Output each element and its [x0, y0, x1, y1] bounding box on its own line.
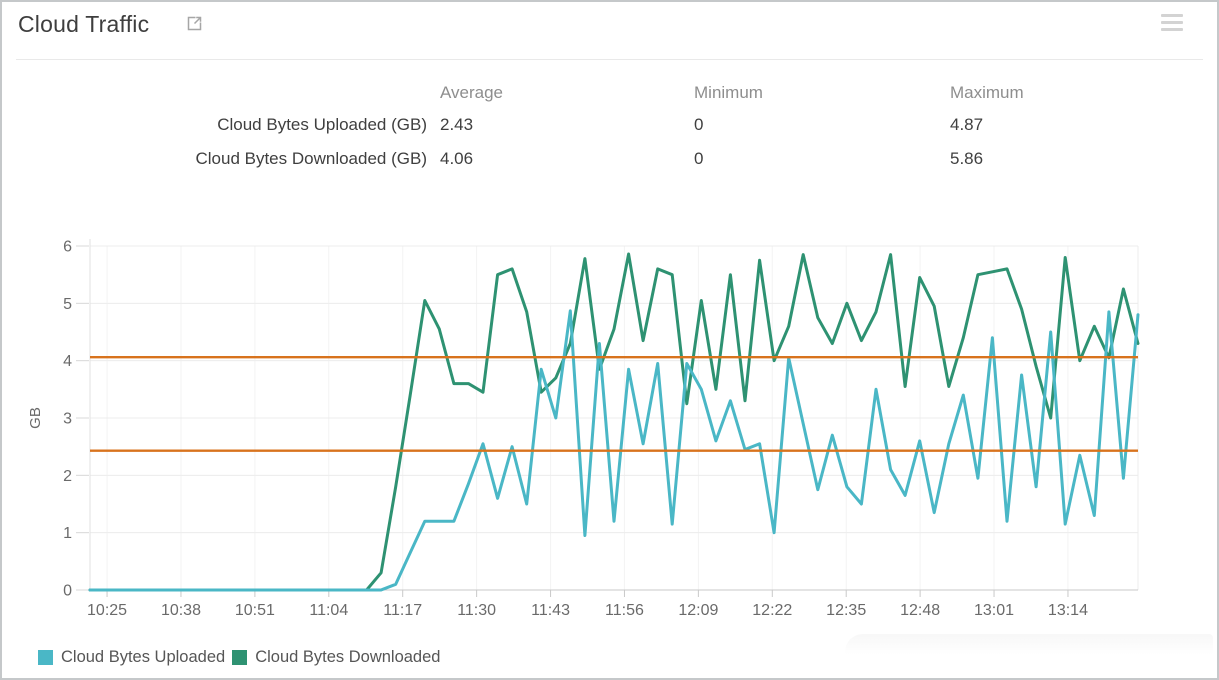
y-tick-label: 3 [63, 411, 72, 428]
x-tick-label: 13:14 [1048, 602, 1088, 619]
external-link-icon[interactable] [186, 15, 203, 32]
x-tick-label: 10:51 [235, 602, 275, 619]
downloaded-maximum-value: 5.86 [950, 149, 984, 168]
chart-legend: Cloud Bytes Uploaded Cloud Bytes Downloa… [38, 648, 440, 667]
y-tick-label: 1 [63, 525, 72, 542]
x-tick-label: 11:43 [531, 602, 570, 619]
x-tick-label: 11:56 [605, 602, 644, 619]
y-tick-label: 0 [63, 583, 72, 600]
panel-title: Cloud Traffic [18, 11, 150, 37]
uploaded-swatch [38, 650, 53, 665]
downloaded-row-label: Cloud Bytes Downloaded (GB) [195, 149, 427, 168]
y-tick-label: 2 [63, 468, 72, 485]
y-tick-label: 4 [63, 353, 72, 370]
hamburger-icon [1161, 14, 1183, 31]
uploaded-minimum-value: 0 [694, 115, 704, 134]
stats-col-maximum: Maximum [950, 83, 1024, 102]
downloaded-legend-label: Cloud Bytes Downloaded [255, 648, 441, 666]
bottom-right-overlay [845, 634, 1213, 678]
uploaded-row-label: Cloud Bytes Uploaded (GB) [217, 115, 427, 134]
y-axis-title: GB [27, 407, 44, 429]
panel-menu-button[interactable] [1161, 14, 1183, 32]
x-tick-label: 12:48 [900, 602, 940, 619]
legend-item-downloaded[interactable]: Cloud Bytes Downloaded [232, 648, 440, 667]
panel-header: Cloud Traffic [2, 2, 1217, 58]
downloaded-minimum-value: 0 [694, 149, 704, 168]
stats-col-average: Average [440, 83, 504, 102]
uploaded-legend-label: Cloud Bytes Uploaded [61, 648, 226, 666]
x-tick-label: 13:01 [974, 602, 1014, 619]
x-tick-label: 11:04 [309, 602, 348, 619]
y-tick-label: 5 [63, 296, 72, 313]
downloaded-average-value: 4.06 [440, 149, 474, 168]
uploaded-series-line [88, 309, 1140, 592]
stats-col-minimum: Minimum [694, 83, 763, 102]
x-tick-label: 12:09 [678, 602, 718, 619]
y-tick-label: 6 [63, 239, 72, 256]
downloaded-series-line [88, 252, 1140, 592]
x-tick-label: 12:22 [752, 602, 792, 619]
uploaded-maximum-value: 4.87 [950, 115, 984, 134]
x-tick-label: 12:35 [826, 602, 866, 619]
downloaded-swatch [232, 650, 248, 665]
uploaded-average-value: 2.43 [440, 115, 474, 134]
x-tick-label: 11:17 [383, 602, 422, 619]
x-tick-label: 11:30 [457, 602, 496, 619]
x-tick-label: 10:25 [87, 602, 127, 619]
legend-item-uploaded[interactable]: Cloud Bytes Uploaded [38, 648, 225, 667]
header-divider [16, 59, 1203, 60]
stats-table: Average Minimum Maximum Cloud Bytes Uplo… [2, 78, 1217, 176]
x-tick-label: 10:38 [161, 602, 201, 619]
